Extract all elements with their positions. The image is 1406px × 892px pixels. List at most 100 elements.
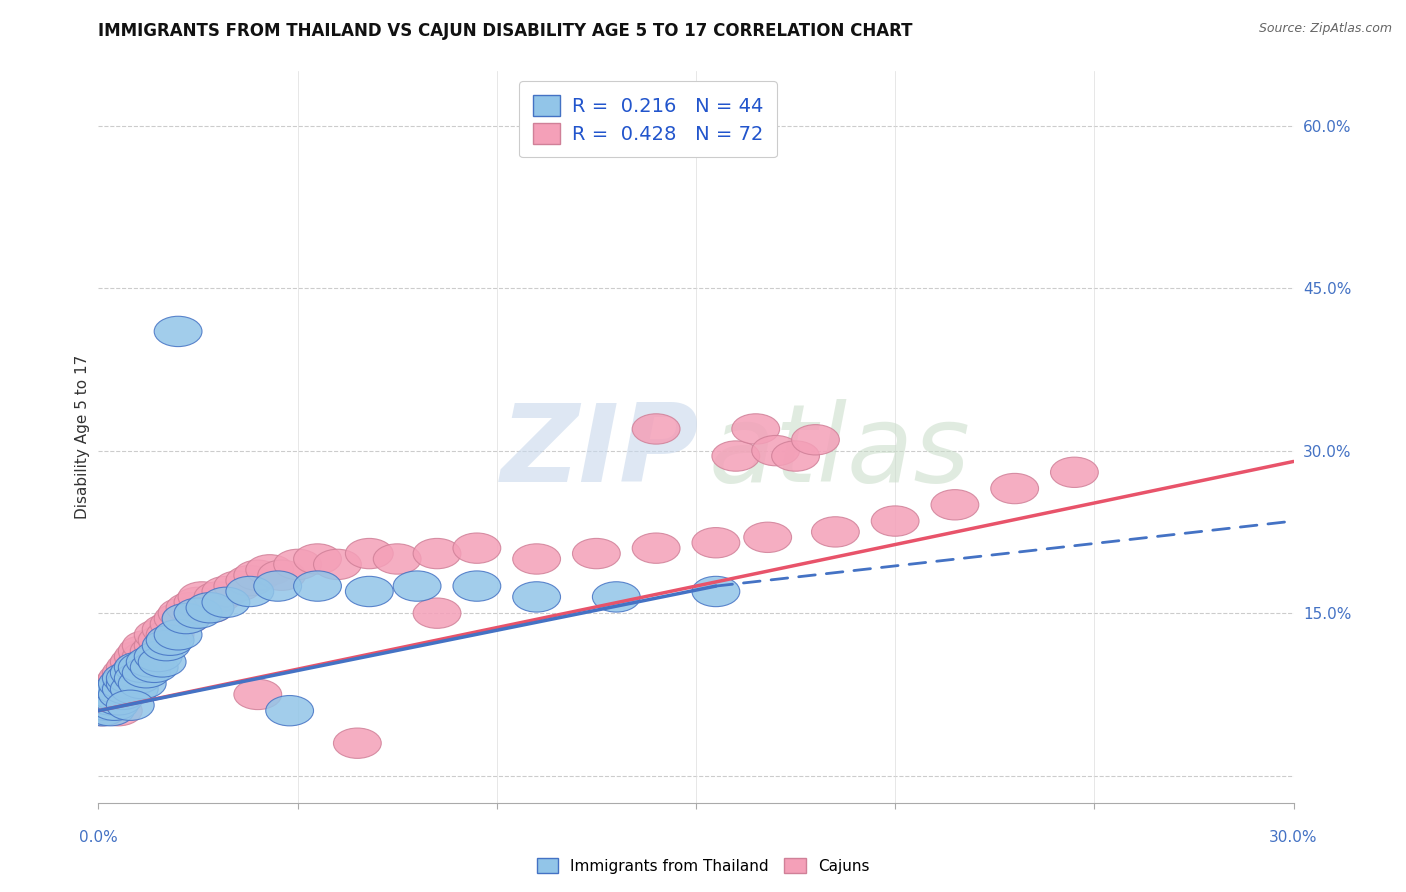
- Ellipse shape: [202, 576, 250, 607]
- Ellipse shape: [107, 663, 155, 693]
- Ellipse shape: [226, 566, 274, 596]
- Ellipse shape: [138, 647, 186, 677]
- Y-axis label: Disability Age 5 to 17: Disability Age 5 to 17: [75, 355, 90, 519]
- Ellipse shape: [118, 647, 166, 677]
- Ellipse shape: [692, 576, 740, 607]
- Text: Source: ZipAtlas.com: Source: ZipAtlas.com: [1258, 22, 1392, 36]
- Ellipse shape: [186, 592, 233, 623]
- Ellipse shape: [711, 441, 759, 471]
- Ellipse shape: [453, 533, 501, 564]
- Ellipse shape: [118, 668, 166, 698]
- Ellipse shape: [186, 592, 233, 623]
- Ellipse shape: [155, 603, 202, 633]
- Ellipse shape: [114, 652, 162, 682]
- Ellipse shape: [107, 652, 155, 682]
- Ellipse shape: [513, 544, 561, 574]
- Ellipse shape: [111, 657, 159, 688]
- Legend: R =  0.216   N = 44, R =  0.428   N = 72: R = 0.216 N = 44, R = 0.428 N = 72: [519, 81, 778, 158]
- Ellipse shape: [274, 549, 322, 580]
- Ellipse shape: [131, 652, 179, 682]
- Ellipse shape: [87, 696, 135, 726]
- Ellipse shape: [294, 571, 342, 601]
- Text: 0.0%: 0.0%: [79, 830, 118, 845]
- Ellipse shape: [103, 657, 150, 688]
- Ellipse shape: [107, 663, 155, 693]
- Text: ZIP: ZIP: [501, 399, 700, 505]
- Ellipse shape: [146, 625, 194, 656]
- Ellipse shape: [257, 560, 305, 591]
- Ellipse shape: [155, 317, 202, 347]
- Text: IMMIGRANTS FROM THAILAND VS CAJUN DISABILITY AGE 5 TO 17 CORRELATION CHART: IMMIGRANTS FROM THAILAND VS CAJUN DISABI…: [98, 22, 912, 40]
- Ellipse shape: [572, 539, 620, 569]
- Ellipse shape: [87, 690, 135, 721]
- Ellipse shape: [333, 728, 381, 758]
- Ellipse shape: [179, 582, 226, 612]
- Ellipse shape: [98, 668, 146, 698]
- Ellipse shape: [226, 576, 274, 607]
- Ellipse shape: [90, 673, 138, 704]
- Ellipse shape: [159, 598, 207, 628]
- Ellipse shape: [314, 549, 361, 580]
- Ellipse shape: [162, 603, 209, 633]
- Ellipse shape: [94, 673, 142, 704]
- Ellipse shape: [413, 539, 461, 569]
- Ellipse shape: [142, 631, 190, 661]
- Ellipse shape: [162, 603, 209, 633]
- Ellipse shape: [79, 696, 127, 726]
- Ellipse shape: [991, 474, 1039, 504]
- Ellipse shape: [118, 636, 166, 666]
- Ellipse shape: [94, 696, 142, 726]
- Ellipse shape: [94, 685, 142, 715]
- Ellipse shape: [214, 571, 262, 601]
- Ellipse shape: [114, 652, 162, 682]
- Ellipse shape: [90, 690, 138, 721]
- Ellipse shape: [633, 533, 681, 564]
- Ellipse shape: [633, 414, 681, 444]
- Ellipse shape: [94, 668, 142, 698]
- Ellipse shape: [413, 598, 461, 628]
- Ellipse shape: [374, 544, 422, 574]
- Ellipse shape: [294, 544, 342, 574]
- Ellipse shape: [135, 631, 183, 661]
- Ellipse shape: [155, 620, 202, 650]
- Ellipse shape: [744, 522, 792, 552]
- Ellipse shape: [194, 582, 242, 612]
- Ellipse shape: [111, 647, 159, 677]
- Ellipse shape: [202, 587, 250, 617]
- Ellipse shape: [752, 435, 800, 466]
- Ellipse shape: [131, 636, 179, 666]
- Ellipse shape: [142, 615, 190, 645]
- Ellipse shape: [90, 685, 138, 715]
- Ellipse shape: [135, 641, 183, 672]
- Ellipse shape: [150, 609, 198, 640]
- Ellipse shape: [122, 657, 170, 688]
- Ellipse shape: [87, 685, 135, 715]
- Ellipse shape: [513, 582, 561, 612]
- Ellipse shape: [127, 647, 174, 677]
- Ellipse shape: [346, 576, 394, 607]
- Ellipse shape: [233, 560, 281, 591]
- Ellipse shape: [114, 641, 162, 672]
- Ellipse shape: [107, 690, 155, 721]
- Ellipse shape: [453, 571, 501, 601]
- Ellipse shape: [90, 680, 138, 710]
- Ellipse shape: [98, 673, 146, 704]
- Ellipse shape: [792, 425, 839, 455]
- Ellipse shape: [254, 571, 301, 601]
- Ellipse shape: [103, 663, 150, 693]
- Ellipse shape: [94, 680, 142, 710]
- Ellipse shape: [246, 555, 294, 585]
- Ellipse shape: [692, 527, 740, 558]
- Ellipse shape: [83, 690, 131, 721]
- Ellipse shape: [1050, 457, 1098, 487]
- Ellipse shape: [79, 696, 127, 726]
- Text: atlas: atlas: [709, 400, 970, 504]
- Ellipse shape: [98, 663, 146, 693]
- Ellipse shape: [166, 592, 214, 623]
- Legend: Immigrants from Thailand, Cajuns: Immigrants from Thailand, Cajuns: [530, 852, 876, 880]
- Ellipse shape: [138, 625, 186, 656]
- Ellipse shape: [118, 652, 166, 682]
- Ellipse shape: [811, 516, 859, 547]
- Ellipse shape: [872, 506, 920, 536]
- Ellipse shape: [98, 680, 146, 710]
